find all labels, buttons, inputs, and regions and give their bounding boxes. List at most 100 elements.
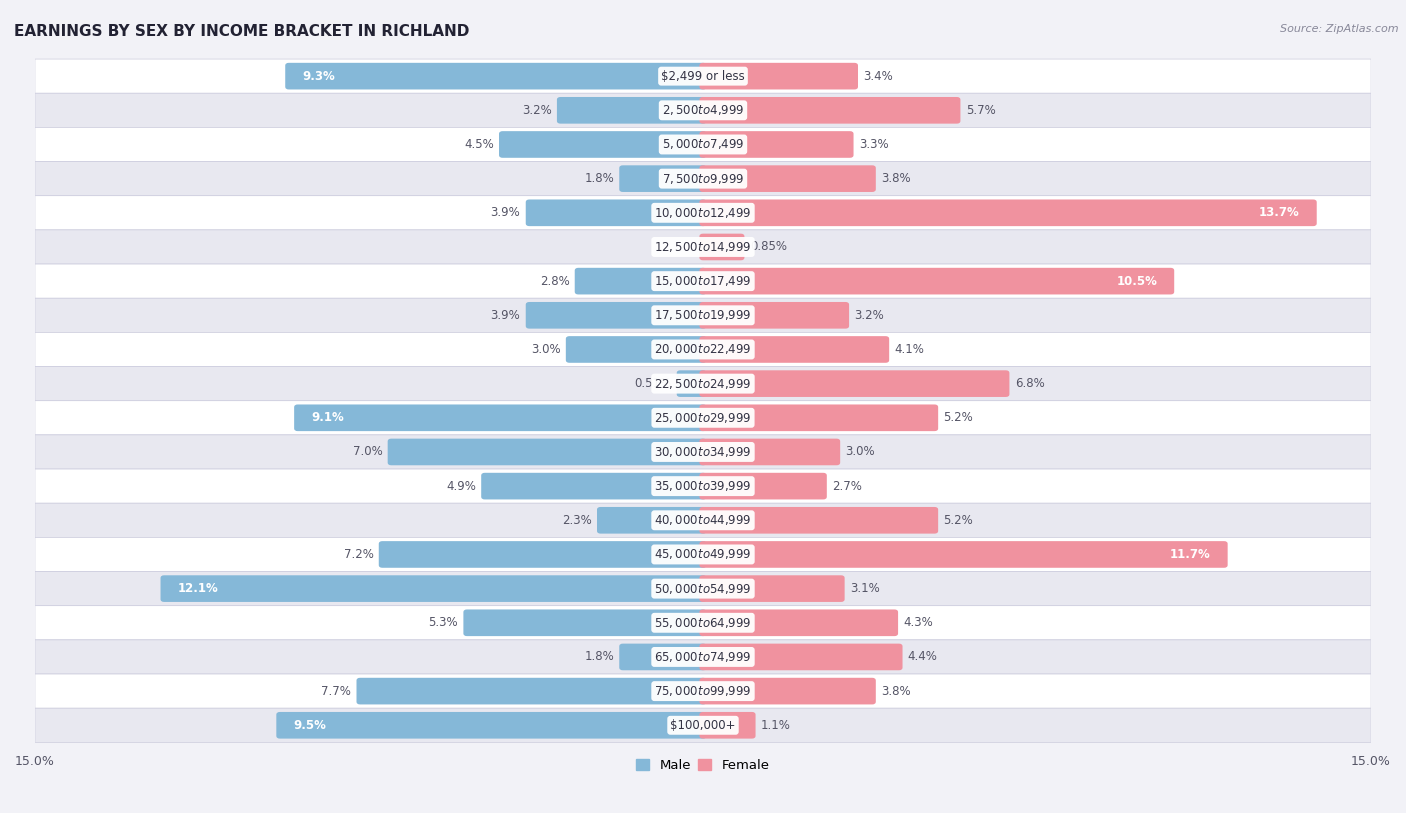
- Text: 3.1%: 3.1%: [851, 582, 880, 595]
- FancyBboxPatch shape: [35, 162, 1371, 196]
- FancyBboxPatch shape: [619, 165, 707, 192]
- FancyBboxPatch shape: [35, 367, 1371, 401]
- FancyBboxPatch shape: [481, 473, 707, 499]
- FancyBboxPatch shape: [699, 473, 827, 499]
- Text: 12.1%: 12.1%: [177, 582, 218, 595]
- Text: $30,000 to $34,999: $30,000 to $34,999: [654, 445, 752, 459]
- Text: $25,000 to $29,999: $25,000 to $29,999: [654, 411, 752, 425]
- FancyBboxPatch shape: [35, 435, 1371, 469]
- Text: 7.7%: 7.7%: [322, 685, 352, 698]
- FancyBboxPatch shape: [35, 264, 1371, 298]
- Text: 0.85%: 0.85%: [749, 241, 787, 254]
- Text: 5.3%: 5.3%: [429, 616, 458, 629]
- Text: 1.8%: 1.8%: [583, 172, 614, 185]
- Text: $17,500 to $19,999: $17,500 to $19,999: [654, 308, 752, 322]
- Text: 4.5%: 4.5%: [464, 138, 494, 151]
- FancyBboxPatch shape: [699, 576, 845, 602]
- FancyBboxPatch shape: [35, 59, 1371, 93]
- Text: $20,000 to $22,499: $20,000 to $22,499: [654, 342, 752, 356]
- Text: 1.1%: 1.1%: [761, 719, 790, 732]
- Text: 1.8%: 1.8%: [583, 650, 614, 663]
- FancyBboxPatch shape: [35, 537, 1371, 572]
- FancyBboxPatch shape: [35, 196, 1371, 230]
- Text: 3.0%: 3.0%: [845, 446, 875, 459]
- FancyBboxPatch shape: [499, 131, 707, 158]
- FancyBboxPatch shape: [35, 606, 1371, 640]
- Text: $40,000 to $44,999: $40,000 to $44,999: [654, 513, 752, 528]
- FancyBboxPatch shape: [699, 131, 853, 158]
- FancyBboxPatch shape: [699, 541, 1227, 567]
- Text: 5.2%: 5.2%: [943, 411, 973, 424]
- Text: 3.9%: 3.9%: [491, 207, 520, 220]
- FancyBboxPatch shape: [35, 572, 1371, 606]
- FancyBboxPatch shape: [699, 712, 755, 738]
- Text: $10,000 to $12,499: $10,000 to $12,499: [654, 206, 752, 220]
- FancyBboxPatch shape: [699, 507, 938, 533]
- Text: 3.3%: 3.3%: [859, 138, 889, 151]
- FancyBboxPatch shape: [699, 165, 876, 192]
- Text: 4.3%: 4.3%: [904, 616, 934, 629]
- Text: 7.2%: 7.2%: [343, 548, 374, 561]
- Text: $55,000 to $64,999: $55,000 to $64,999: [654, 615, 752, 630]
- Text: $75,000 to $99,999: $75,000 to $99,999: [654, 684, 752, 698]
- Text: 11.7%: 11.7%: [1170, 548, 1211, 561]
- Text: Source: ZipAtlas.com: Source: ZipAtlas.com: [1281, 24, 1399, 34]
- FancyBboxPatch shape: [277, 712, 707, 738]
- FancyBboxPatch shape: [526, 302, 707, 328]
- FancyBboxPatch shape: [35, 469, 1371, 503]
- FancyBboxPatch shape: [388, 439, 707, 465]
- FancyBboxPatch shape: [699, 405, 938, 431]
- FancyBboxPatch shape: [699, 336, 889, 363]
- Text: 9.5%: 9.5%: [294, 719, 326, 732]
- Text: 7.0%: 7.0%: [353, 446, 382, 459]
- FancyBboxPatch shape: [575, 267, 707, 294]
- Text: 2.8%: 2.8%: [540, 275, 569, 288]
- Legend: Male, Female: Male, Female: [631, 754, 775, 777]
- FancyBboxPatch shape: [676, 370, 707, 397]
- Text: $2,500 to $4,999: $2,500 to $4,999: [662, 103, 744, 117]
- FancyBboxPatch shape: [598, 507, 707, 533]
- FancyBboxPatch shape: [699, 610, 898, 636]
- Text: $7,500 to $9,999: $7,500 to $9,999: [662, 172, 744, 185]
- Text: 3.8%: 3.8%: [882, 685, 911, 698]
- FancyBboxPatch shape: [35, 640, 1371, 674]
- Text: $2,499 or less: $2,499 or less: [661, 70, 745, 83]
- Text: 3.2%: 3.2%: [855, 309, 884, 322]
- Text: 3.0%: 3.0%: [531, 343, 561, 356]
- Text: 2.7%: 2.7%: [832, 480, 862, 493]
- FancyBboxPatch shape: [35, 708, 1371, 742]
- FancyBboxPatch shape: [699, 439, 841, 465]
- Text: $65,000 to $74,999: $65,000 to $74,999: [654, 650, 752, 664]
- Text: $45,000 to $49,999: $45,000 to $49,999: [654, 547, 752, 562]
- Text: 9.3%: 9.3%: [302, 70, 335, 83]
- FancyBboxPatch shape: [35, 230, 1371, 264]
- FancyBboxPatch shape: [35, 503, 1371, 537]
- FancyBboxPatch shape: [565, 336, 707, 363]
- Text: 4.1%: 4.1%: [894, 343, 924, 356]
- Text: 5.2%: 5.2%: [943, 514, 973, 527]
- Text: $35,000 to $39,999: $35,000 to $39,999: [654, 479, 752, 493]
- FancyBboxPatch shape: [699, 370, 1010, 397]
- FancyBboxPatch shape: [285, 63, 707, 89]
- FancyBboxPatch shape: [464, 610, 707, 636]
- Text: 0.51%: 0.51%: [634, 377, 672, 390]
- Text: $22,500 to $24,999: $22,500 to $24,999: [654, 376, 752, 390]
- FancyBboxPatch shape: [699, 199, 1317, 226]
- FancyBboxPatch shape: [699, 302, 849, 328]
- Text: 2.3%: 2.3%: [562, 514, 592, 527]
- FancyBboxPatch shape: [35, 93, 1371, 128]
- FancyBboxPatch shape: [35, 298, 1371, 333]
- Text: 6.8%: 6.8%: [1015, 377, 1045, 390]
- FancyBboxPatch shape: [557, 97, 707, 124]
- FancyBboxPatch shape: [526, 199, 707, 226]
- Text: $15,000 to $17,499: $15,000 to $17,499: [654, 274, 752, 288]
- Text: 3.8%: 3.8%: [882, 172, 911, 185]
- FancyBboxPatch shape: [619, 644, 707, 670]
- FancyBboxPatch shape: [294, 405, 707, 431]
- Text: 9.1%: 9.1%: [311, 411, 344, 424]
- Text: 10.5%: 10.5%: [1116, 275, 1157, 288]
- FancyBboxPatch shape: [699, 97, 960, 124]
- Text: 13.7%: 13.7%: [1258, 207, 1299, 220]
- FancyBboxPatch shape: [699, 678, 876, 704]
- Text: 4.4%: 4.4%: [908, 650, 938, 663]
